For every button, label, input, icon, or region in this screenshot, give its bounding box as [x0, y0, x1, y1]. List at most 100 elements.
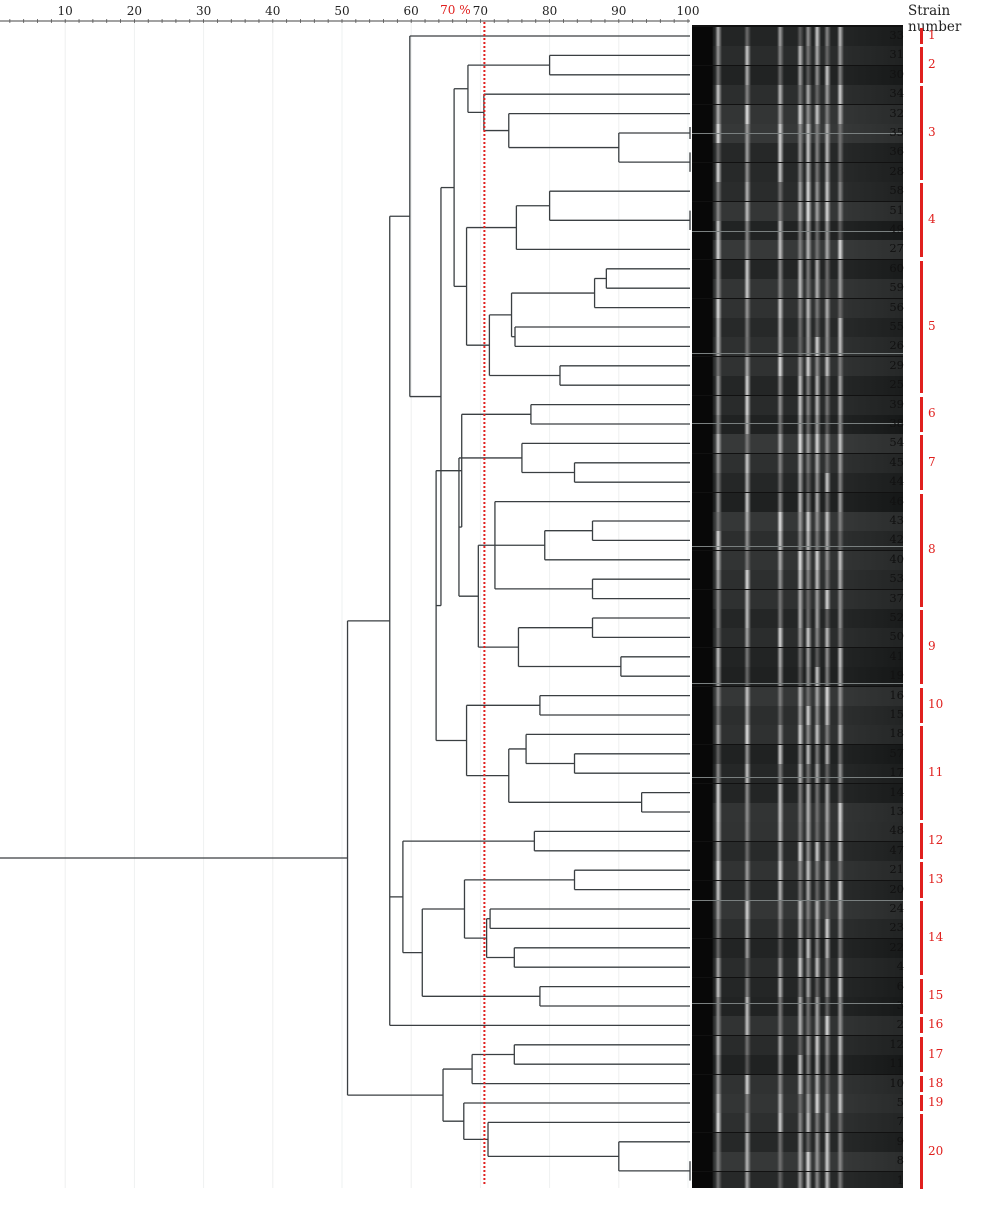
cluster-bar: [920, 901, 923, 976]
strain-label: 49: [889, 222, 904, 236]
gel-lane: [692, 589, 903, 609]
cluster-bar: [920, 1075, 923, 1092]
gel-lane: [692, 880, 903, 900]
gel-lane: [692, 415, 903, 434]
gel-divider: [692, 900, 903, 901]
gel-lane: [692, 706, 903, 725]
cluster-number: 12: [928, 833, 944, 848]
gel-lane: [692, 65, 903, 85]
axis-tick-label: 100: [676, 4, 700, 18]
gel-lane: [692, 492, 903, 512]
strain-label: 16: [889, 687, 904, 702]
gel-lane: [692, 1074, 903, 1094]
gel-lane: [692, 783, 903, 803]
axis-tick-label: 60: [403, 4, 419, 18]
cluster-bar: [920, 1114, 923, 1189]
gel-lane: [692, 822, 903, 842]
gel-divider: [692, 777, 903, 778]
gel-lane: [692, 958, 903, 978]
gel-lane: [692, 259, 903, 279]
strain-label: 18: [889, 726, 904, 741]
strain-label: 30: [889, 66, 904, 81]
cluster-number: 7: [928, 454, 936, 469]
axis-tick-label: 40: [265, 4, 281, 18]
axis-tick-label: 70: [472, 4, 489, 18]
gel-lane: [692, 1094, 903, 1113]
gel-lane: [692, 570, 903, 590]
cluster-number: 8: [928, 542, 936, 557]
strain-label: 53: [889, 571, 904, 586]
gel-lane: [692, 298, 903, 318]
cluster-number: 5: [928, 319, 936, 333]
gel-lane: [692, 182, 903, 202]
strain-label: 41: [889, 648, 904, 663]
cluster-number: 19: [928, 1095, 944, 1109]
strain-label: 34: [889, 86, 904, 101]
strain-label: 58: [889, 183, 904, 198]
strain-label: 39: [889, 396, 904, 411]
gel-divider: [692, 423, 903, 424]
gel-lane: [692, 221, 903, 240]
cluster-number: 9: [928, 639, 936, 654]
gel-lane: [692, 279, 903, 299]
cluster-bar: [920, 687, 923, 723]
cluster-number: 6: [928, 406, 936, 421]
strain-label: 9: [896, 1133, 904, 1148]
strain-label: 38: [889, 416, 904, 430]
strain-label: 48: [889, 823, 904, 838]
gel-lane: [692, 201, 903, 221]
cluster-number: 4: [928, 212, 936, 227]
axis-tick-label: 10: [57, 4, 73, 18]
strain-label: 4: [896, 959, 904, 974]
cluster-number: 17: [928, 1046, 944, 1061]
strain-label: 6: [896, 978, 904, 993]
gel-divider: [692, 1003, 903, 1004]
gel-image: [692, 25, 903, 1188]
gel-lane: [692, 531, 903, 551]
gel-lane: [692, 803, 903, 822]
gel-lane: [692, 977, 903, 997]
cluster-bar: [920, 823, 923, 859]
strain-label: 36: [889, 144, 904, 159]
gel-lane: [692, 318, 903, 337]
gel-lane: [692, 1016, 903, 1036]
strain-label: 46: [889, 493, 904, 508]
strain-label: 45: [889, 454, 904, 469]
cluster-number: 20: [928, 1143, 944, 1158]
gel-lane: [692, 1152, 903, 1172]
strain-label: 26: [889, 338, 904, 353]
cluster-number: 11: [928, 765, 944, 780]
cluster-bar: [920, 1017, 923, 1034]
strain-label: 22: [889, 939, 904, 954]
cluster-bar: [920, 86, 923, 180]
strain-label: 32: [889, 105, 904, 120]
gel-lane: [692, 104, 903, 124]
strain-label: 10: [889, 1075, 904, 1090]
strain-label: 60: [889, 260, 904, 275]
cluster-bar: [920, 183, 923, 258]
strain-label: 13: [889, 804, 904, 818]
strain-label: 50: [889, 629, 904, 644]
strain-label: 51: [889, 202, 904, 217]
strain-label: 52: [889, 610, 904, 624]
gel-divider: [692, 231, 903, 232]
cluster-bar: [920, 260, 923, 394]
gel-lane: [692, 46, 903, 66]
gel-lane: [692, 1171, 903, 1188]
strain-label: 2: [896, 1017, 904, 1032]
strain-label: 24: [889, 901, 904, 915]
gel-lane: [692, 512, 903, 531]
strain-label: 37: [889, 590, 904, 605]
strain-label: 17: [889, 765, 904, 780]
strain-label: 44: [889, 474, 904, 489]
strain-label: 47: [889, 842, 904, 857]
strain-label: 31: [889, 47, 904, 62]
strain-label: 12: [889, 1036, 904, 1051]
gel-lane: [692, 919, 903, 939]
strain-label: 7: [896, 1114, 904, 1129]
gel-divider: [692, 133, 903, 134]
cluster-number: 16: [928, 1017, 944, 1032]
gel-lane: [692, 900, 903, 919]
strain-label: 40: [889, 551, 904, 566]
gel-lane: [692, 997, 903, 1016]
